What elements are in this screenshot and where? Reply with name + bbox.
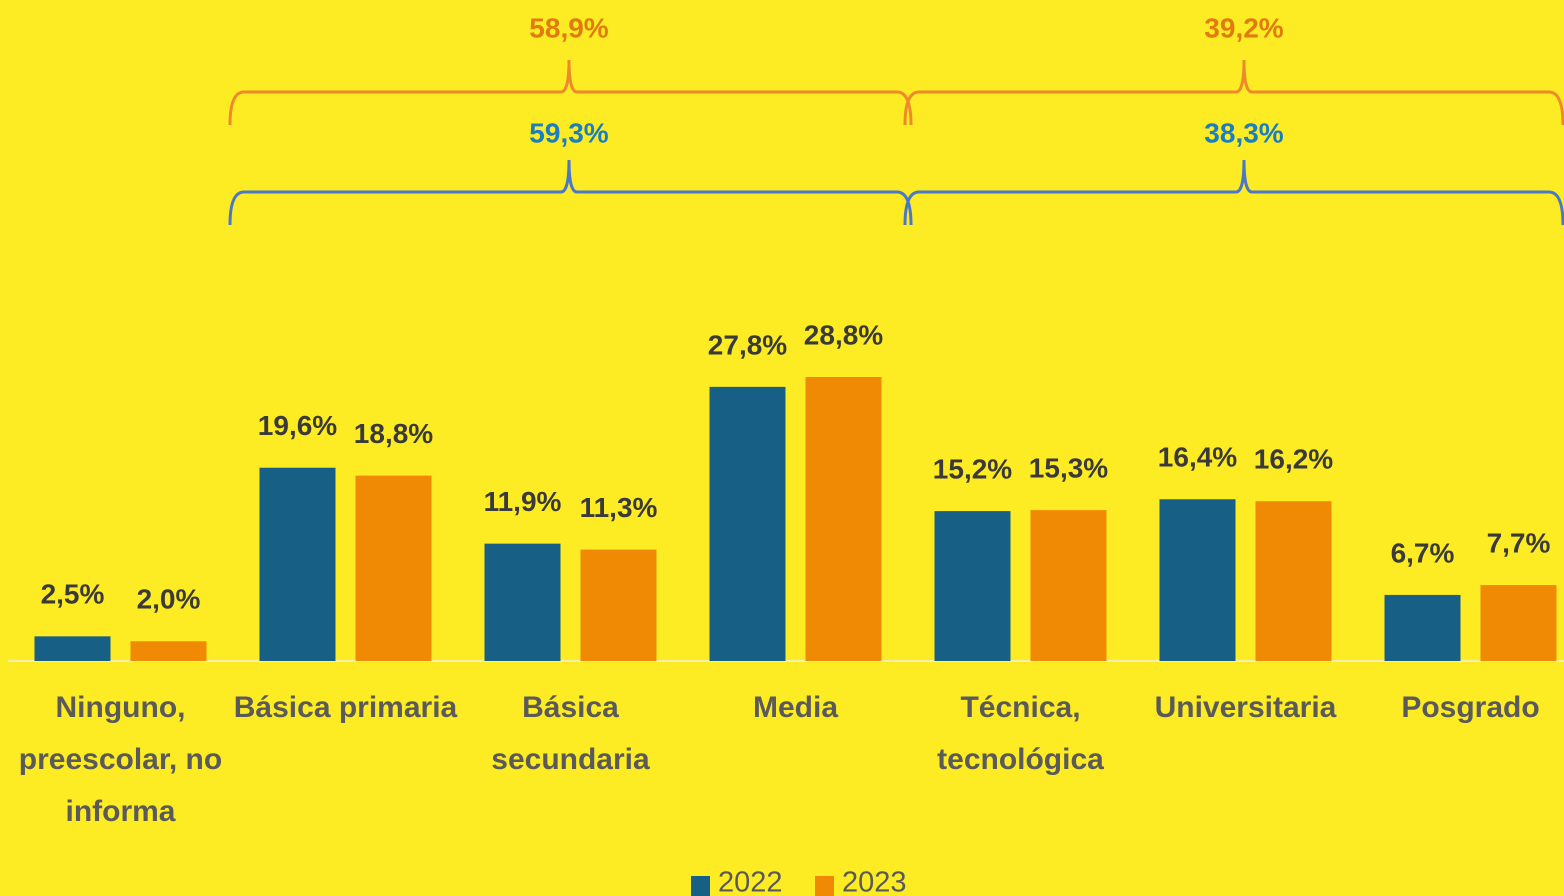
value-label: 19,6% <box>258 410 337 441</box>
value-label: 15,3% <box>1029 453 1108 484</box>
bar <box>130 641 207 661</box>
total-label: 59,3% <box>529 117 608 148</box>
bar <box>805 377 882 661</box>
value-label: 11,3% <box>580 492 658 523</box>
bar <box>1030 510 1107 661</box>
bar <box>1480 585 1557 661</box>
legend-label: 2023 <box>842 867 907 896</box>
total-label: 58,9% <box>529 12 608 43</box>
bracket <box>228 59 913 126</box>
bracket <box>903 59 1564 126</box>
total-label: 39,2% <box>1204 12 1283 43</box>
bar <box>580 549 657 661</box>
x-tick-label: Básica primaria <box>233 691 458 724</box>
value-label: 7,7% <box>1487 527 1551 558</box>
value-label: 16,2% <box>1254 444 1333 475</box>
value-label: 2,0% <box>137 584 201 615</box>
bar <box>1384 594 1461 661</box>
value-label: 27,8% <box>708 329 787 360</box>
x-tick-label: Básica secundaria <box>491 691 650 776</box>
legend-label: 2022 <box>718 867 783 896</box>
x-tick-label: Media <box>752 691 839 724</box>
value-label: 11,9% <box>484 486 562 517</box>
x-tick-label: Técnica, tecnológica <box>937 691 1104 776</box>
bar <box>709 386 786 661</box>
value-label: 6,7% <box>1391 537 1455 568</box>
bar <box>259 467 336 661</box>
legend-swatch <box>815 876 834 896</box>
total-label: 38,3% <box>1204 117 1283 148</box>
bar <box>1159 499 1236 661</box>
bar <box>34 636 111 661</box>
x-tick-label: Ninguno, preescolar, no informa <box>18 691 223 828</box>
value-label: 16,4% <box>1158 442 1237 473</box>
bar <box>484 543 561 661</box>
bar <box>934 511 1011 661</box>
value-label: 2,5% <box>41 579 105 610</box>
value-label: 28,8% <box>804 319 883 350</box>
bar <box>355 475 432 661</box>
value-label: 15,2% <box>933 454 1012 485</box>
bracket <box>903 159 1564 226</box>
bar <box>1255 501 1332 661</box>
x-tick-label: Universitaria <box>1154 691 1337 724</box>
legend-swatch <box>691 876 710 896</box>
bracket <box>228 159 913 226</box>
value-label: 18,8% <box>354 418 433 449</box>
x-tick-label: Posgrado <box>1401 691 1540 724</box>
